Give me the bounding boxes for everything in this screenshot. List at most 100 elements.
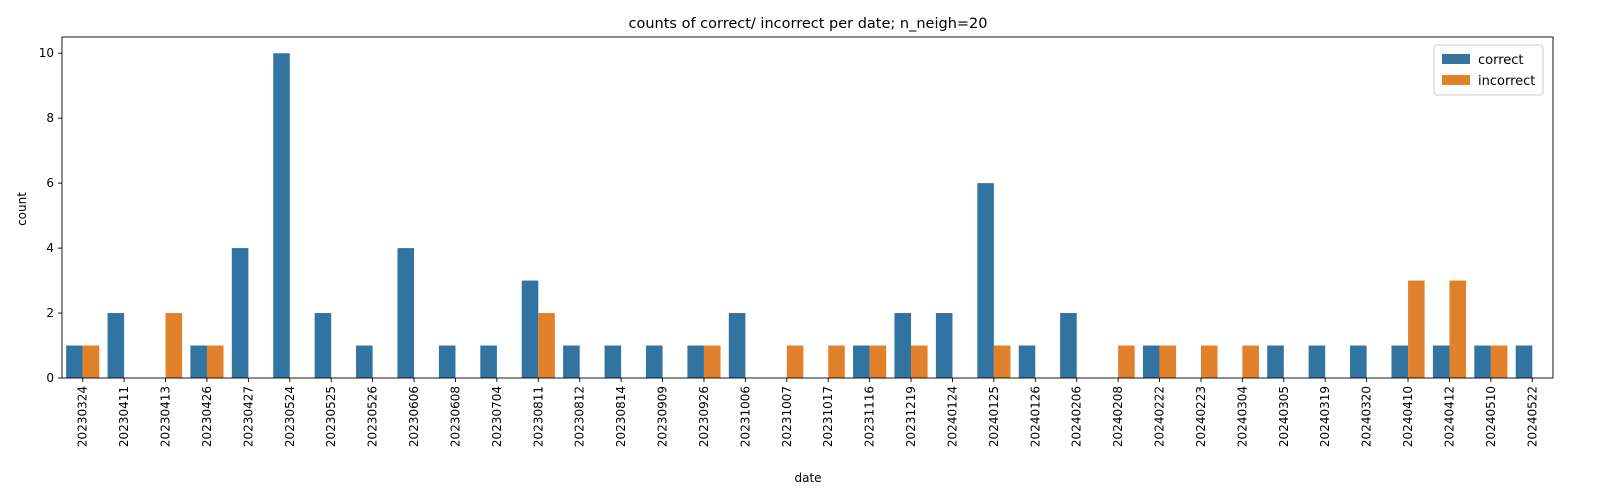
y-tick-label: 4: [46, 241, 54, 255]
bar-incorrect-20240412: [1449, 280, 1467, 378]
legend: correct incorrect: [1433, 44, 1544, 96]
bar-correct-20240206: [1060, 313, 1077, 378]
bar-correct-20240126: [1018, 345, 1036, 378]
bar-incorrect-20240125: [993, 345, 1011, 378]
x-tick-label: 20240206: [1070, 386, 1084, 447]
bar-correct-20230525: [314, 313, 332, 378]
bar-correct-20230427: [231, 248, 249, 378]
bar-correct-20240124: [935, 313, 953, 378]
x-tick-label: 20240412: [1442, 386, 1456, 447]
bar-incorrect-20231116: [869, 345, 887, 378]
x-axis: 20230324 20230411 20230413 20230426 20230427…: [76, 378, 1539, 447]
bar-correct-20240522: [1515, 345, 1533, 378]
bar-correct-20230909: [645, 345, 663, 378]
bar-incorrect-20240208: [1118, 345, 1135, 378]
x-tick-label: 20240305: [1277, 386, 1291, 447]
bar-incorrect-20240410: [1408, 280, 1425, 378]
bar-correct-20230814: [604, 345, 622, 378]
x-tick-label: 20230606: [407, 386, 421, 447]
x-tick-label: 20231017: [821, 386, 835, 447]
x-tick-label: 20240125: [987, 386, 1001, 447]
x-tick-label: 20230526: [366, 386, 380, 447]
x-tick-label: 20230525: [324, 386, 338, 447]
x-tick-label: 20240124: [945, 386, 959, 447]
bar-incorrect-20230324: [82, 345, 100, 378]
legend-swatch-incorrect: [1442, 75, 1470, 85]
x-axis-label: date: [794, 471, 821, 485]
bar-correct-20230606: [397, 248, 415, 378]
x-tick-label: 20230926: [697, 386, 711, 447]
bar-correct-20240412: [1432, 345, 1450, 378]
x-tick-label: 20240304: [1235, 386, 1249, 447]
bar-incorrect-20230811: [538, 313, 555, 378]
x-tick-label: 20230909: [656, 386, 670, 447]
bar-correct-20230324: [66, 345, 83, 378]
x-tick-label: 20230811: [531, 386, 545, 447]
bar-incorrect-20240222: [1159, 345, 1177, 378]
x-tick-label: 20240320: [1360, 386, 1374, 447]
x-tick-label: 20240222: [1153, 386, 1167, 447]
bar-correct-20240125: [977, 183, 994, 378]
x-tick-label: 20231116: [863, 386, 877, 447]
legend-label-correct: correct: [1478, 53, 1524, 68]
x-tick-label: 20230812: [573, 386, 587, 447]
x-tick-label: 20230324: [76, 386, 90, 447]
chart-title: counts of correct/ incorrect per date; n…: [629, 16, 988, 32]
x-tick-label: 20231219: [904, 386, 918, 447]
bar-incorrect-20231219: [911, 345, 928, 378]
x-tick-label: 20230426: [200, 386, 214, 447]
x-tick-label: 20230411: [117, 386, 131, 447]
bar-correct-20230926: [687, 345, 704, 378]
x-tick-label: 20230427: [241, 386, 255, 447]
bar-correct-20230411: [107, 313, 125, 378]
axes-frame: [61, 36, 1554, 379]
y-tick-label: 2: [46, 306, 54, 320]
bar-correct-20230526: [356, 345, 373, 378]
bar-correct-20230812: [563, 345, 580, 378]
x-tick-label: 20230524: [283, 386, 297, 447]
bar-incorrect-20240510: [1490, 345, 1508, 378]
x-tick-label: 20231006: [738, 386, 752, 447]
bar-correct-20230524: [273, 53, 290, 379]
bar-incorrect-20230413: [165, 313, 183, 378]
bar-incorrect-20231007: [786, 345, 804, 378]
x-tick-label: 20240208: [1111, 386, 1125, 447]
y-tick-label: 8: [46, 111, 54, 125]
bar-correct-20240510: [1474, 345, 1491, 378]
bar-correct-20240320: [1350, 345, 1367, 378]
x-tick-label: 20230608: [448, 386, 462, 447]
bar-correct-20231116: [853, 345, 870, 378]
x-tick-label: 20240319: [1318, 386, 1332, 447]
y-axis: 0 2 4 6 8 10: [39, 46, 62, 385]
bar-incorrect-20240223: [1200, 345, 1218, 378]
x-tick-label: 20240223: [1194, 386, 1208, 447]
x-tick-label: 20230413: [159, 386, 173, 447]
bar-correct-20240305: [1267, 345, 1284, 378]
bar-correct-20231219: [894, 313, 912, 378]
bar-incorrect-20231017: [828, 345, 845, 378]
y-tick-label: 0: [46, 371, 54, 385]
bar-correct-20230811: [521, 280, 539, 378]
bar-correct-20230426: [190, 345, 207, 378]
bar-incorrect-20230926: [703, 345, 721, 378]
bar-correct-20240222: [1142, 345, 1160, 378]
legend-label-incorrect: incorrect: [1478, 74, 1535, 89]
legend-swatch-correct: [1442, 54, 1470, 64]
x-tick-label: 20240126: [1028, 386, 1042, 447]
bar-correct-20240319: [1308, 345, 1326, 378]
x-tick-label: 20231007: [780, 386, 794, 447]
x-tick-label: 20230814: [614, 386, 628, 447]
x-tick-label: 20240522: [1525, 386, 1539, 447]
bar-correct-20230704: [480, 345, 497, 378]
bar-correct-20231006: [728, 313, 746, 378]
x-tick-label: 20240510: [1484, 386, 1498, 447]
bar-incorrect-20230426: [206, 345, 224, 378]
plot-area: [61, 36, 1554, 379]
x-tick-label: 20230704: [490, 386, 504, 447]
bar-incorrect-20240304: [1242, 345, 1259, 378]
x-tick-label: 20240410: [1401, 386, 1415, 447]
bar-correct-20240410: [1391, 345, 1409, 378]
y-tick-label: 10: [39, 46, 54, 60]
y-tick-label: 6: [46, 176, 54, 190]
